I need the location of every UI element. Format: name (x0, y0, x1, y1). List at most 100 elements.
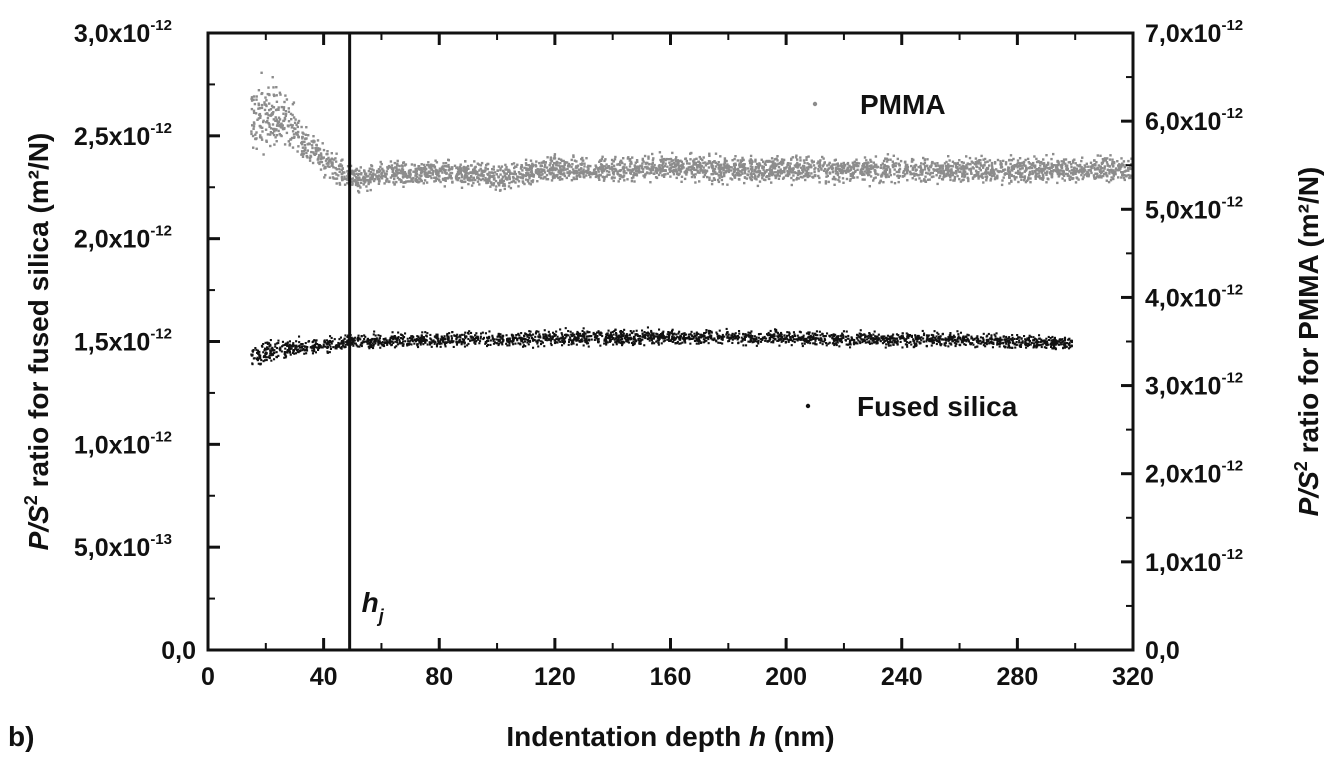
data-point (379, 175, 382, 179)
data-point (710, 173, 713, 176)
data-point (763, 171, 767, 175)
data-point (439, 180, 442, 184)
data-point (357, 176, 361, 179)
data-point (661, 162, 665, 165)
data-point (507, 185, 511, 188)
data-point (393, 161, 396, 165)
data-point (381, 341, 384, 344)
data-point (444, 165, 447, 168)
data-point (300, 143, 304, 146)
data-point (610, 162, 614, 166)
data-point (504, 168, 507, 171)
data-point (534, 335, 537, 338)
data-point (1082, 176, 1085, 179)
data-point (1050, 162, 1053, 165)
data-point (671, 165, 674, 169)
data-point (262, 351, 265, 354)
data-point (546, 178, 550, 181)
data-point (923, 168, 927, 171)
data-point (967, 163, 970, 166)
data-point (439, 168, 443, 171)
data-point (420, 169, 424, 173)
data-point (1013, 165, 1016, 169)
data-point (989, 177, 993, 181)
data-point (882, 181, 885, 184)
data-point (964, 343, 967, 346)
data-point (768, 174, 771, 177)
data-point (1075, 169, 1079, 173)
data-point (447, 169, 451, 172)
data-point (801, 345, 804, 348)
data-point (567, 343, 570, 346)
data-point (856, 176, 859, 179)
data-point (563, 172, 566, 175)
data-point (1070, 163, 1073, 166)
data-point (1093, 166, 1096, 170)
data-point (392, 181, 395, 184)
data-point (525, 163, 528, 167)
data-point (904, 166, 908, 169)
data-point (720, 336, 723, 339)
data-point (440, 338, 443, 341)
data-point (479, 164, 483, 167)
data-point (1028, 172, 1031, 176)
data-point (408, 180, 411, 183)
data-point (501, 169, 505, 173)
data-point (257, 362, 260, 365)
data-point (385, 173, 388, 176)
data-point (534, 169, 538, 172)
data-point (554, 340, 557, 343)
data-point (714, 165, 718, 168)
data-point (409, 168, 412, 172)
data-point (545, 178, 548, 181)
data-point (502, 179, 506, 182)
data-point (621, 342, 624, 345)
data-point (1016, 162, 1020, 165)
data-point (742, 168, 745, 171)
data-point (312, 347, 315, 350)
data-point (657, 173, 661, 177)
data-point (807, 171, 810, 175)
data-point (284, 110, 288, 113)
data-point (1027, 178, 1030, 181)
data-point (779, 162, 782, 165)
data-point (626, 168, 629, 171)
data-point (431, 340, 434, 343)
data-point (324, 159, 328, 162)
data-point (748, 176, 752, 179)
data-point (377, 182, 381, 185)
data-point (500, 181, 503, 184)
data-point (1020, 178, 1023, 181)
data-point (798, 172, 801, 176)
data-point (1066, 167, 1069, 170)
data-point (760, 340, 763, 343)
data-point (561, 344, 564, 347)
data-point (492, 182, 496, 185)
data-point (512, 162, 516, 165)
data-point (441, 171, 444, 174)
data-point (362, 175, 365, 178)
data-point (1111, 162, 1114, 166)
data-point (414, 172, 418, 175)
data-point (626, 336, 629, 339)
data-point (330, 341, 333, 344)
data-point (563, 163, 566, 167)
data-point (547, 330, 550, 333)
data-point (594, 335, 597, 338)
data-point (434, 170, 438, 174)
data-point (612, 171, 616, 174)
data-point (719, 163, 723, 166)
data-point (751, 167, 754, 171)
data-point (898, 168, 901, 172)
data-point (794, 338, 797, 341)
data-point (570, 179, 574, 182)
data-point (460, 186, 464, 189)
data-point (464, 168, 468, 172)
data-point (605, 338, 608, 341)
data-point (726, 336, 729, 339)
data-point (479, 340, 482, 343)
data-point (755, 340, 758, 343)
data-point (684, 333, 687, 336)
data-point (857, 164, 860, 168)
